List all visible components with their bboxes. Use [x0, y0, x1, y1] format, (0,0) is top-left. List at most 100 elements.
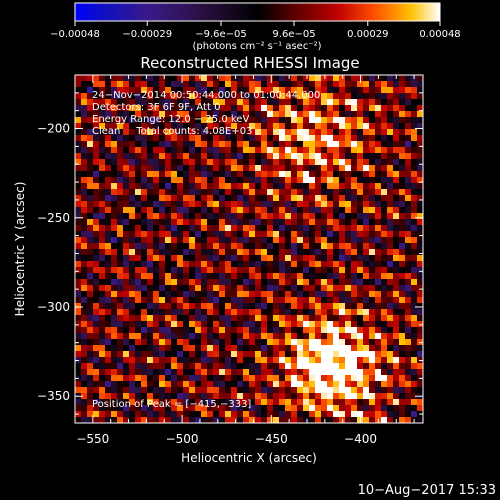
heatmap-cell	[303, 165, 310, 172]
heatmap-cell	[315, 183, 322, 190]
heatmap-cell	[375, 333, 382, 340]
heatmap-cell	[249, 249, 256, 256]
heatmap-cell	[297, 177, 304, 184]
heatmap-cell	[285, 357, 292, 364]
heatmap-cell	[399, 237, 406, 244]
heatmap-cell	[195, 219, 202, 226]
heatmap-cell	[159, 399, 166, 406]
heatmap-cell	[87, 393, 94, 400]
heatmap-cell	[75, 327, 82, 334]
heatmap-cell	[339, 165, 346, 172]
heatmap-cell	[261, 291, 268, 298]
heatmap-cell	[75, 291, 82, 298]
heatmap-cell	[183, 297, 190, 304]
heatmap-cell	[123, 381, 130, 388]
heatmap-cell	[213, 339, 220, 346]
heatmap-cell	[267, 129, 274, 136]
heatmap-cell	[387, 411, 394, 418]
heatmap-cell	[195, 111, 202, 118]
heatmap-cell	[123, 201, 130, 208]
heatmap-cell	[189, 399, 196, 406]
heatmap-cell	[345, 279, 352, 286]
heatmap-cell	[135, 309, 142, 316]
heatmap-cell	[369, 399, 376, 406]
heatmap-cell	[411, 381, 418, 388]
heatmap-cell	[237, 345, 244, 352]
heatmap-cell	[189, 87, 196, 94]
heatmap-cell	[237, 255, 244, 262]
heatmap-cell	[177, 369, 184, 376]
heatmap-cell	[399, 303, 406, 310]
heatmap-cell	[411, 243, 418, 250]
heatmap-cell	[111, 219, 118, 226]
heatmap-cell	[225, 93, 232, 100]
heatmap-cell	[387, 87, 394, 94]
heatmap-cell	[75, 75, 82, 82]
heatmap-cell	[357, 291, 364, 298]
heatmap-cell	[111, 255, 118, 262]
heatmap-cell	[165, 201, 172, 208]
heatmap-cell	[243, 237, 250, 244]
heatmap-cell	[273, 369, 280, 376]
heatmap-cell	[207, 387, 214, 394]
heatmap-cell	[261, 81, 268, 88]
heatmap-cell	[135, 321, 142, 328]
heatmap-cell	[297, 213, 304, 220]
heatmap-cell	[321, 267, 328, 274]
heatmap-cell	[123, 105, 130, 112]
heatmap-cell	[165, 243, 172, 250]
heatmap-cell	[87, 117, 94, 124]
heatmap-cell	[393, 405, 400, 412]
heatmap-cell	[105, 183, 112, 190]
heatmap-cell	[159, 405, 166, 412]
heatmap-cell	[93, 243, 100, 250]
heatmap-cell	[279, 315, 286, 322]
heatmap-cell	[105, 315, 112, 322]
heatmap-cell	[75, 135, 82, 142]
heatmap-cell	[405, 285, 412, 292]
heatmap-cell	[357, 381, 364, 388]
heatmap-cell	[189, 363, 196, 370]
heatmap-cell	[405, 363, 412, 370]
heatmap-cell	[291, 129, 298, 136]
heatmap-cell	[111, 417, 118, 423]
heatmap-cell	[117, 261, 124, 268]
heatmap-cell	[273, 123, 280, 130]
heatmap-cell	[279, 99, 286, 106]
heatmap-cell	[255, 303, 262, 310]
heatmap-cell	[333, 387, 340, 394]
heatmap-cell	[273, 375, 280, 382]
heatmap-cell	[201, 213, 208, 220]
heatmap-cell	[285, 309, 292, 316]
heatmap-cell	[207, 321, 214, 328]
heatmap-cell	[165, 105, 172, 112]
heatmap-cell	[405, 75, 412, 82]
heatmap-cell	[357, 135, 364, 142]
heatmap-cell	[399, 375, 406, 382]
heatmap-cell	[123, 411, 130, 418]
heatmap-cell	[93, 213, 100, 220]
heatmap-cell	[267, 153, 274, 160]
heatmap-cell	[261, 369, 268, 376]
heatmap-cell	[189, 171, 196, 178]
heatmap-cell	[291, 249, 298, 256]
heatmap-cell	[279, 201, 286, 208]
heatmap-cell	[99, 189, 106, 196]
heatmap-cell	[171, 129, 178, 136]
heatmap-cell	[333, 369, 340, 376]
heatmap-cell	[357, 201, 364, 208]
heatmap-cell	[105, 81, 112, 88]
heatmap-cell	[297, 405, 304, 412]
heatmap-cell	[279, 183, 286, 190]
heatmap-cell	[87, 99, 94, 106]
heatmap-cell	[303, 177, 310, 184]
heatmap-cell	[333, 129, 340, 136]
heatmap-cell	[165, 351, 172, 358]
heatmap-cell	[99, 147, 106, 154]
heatmap-cell	[393, 207, 400, 214]
heatmap-cell	[411, 117, 418, 124]
heatmap-cell	[159, 231, 166, 238]
heatmap-cell	[135, 297, 142, 304]
heatmap-cell	[405, 177, 412, 184]
heatmap-cell	[261, 177, 268, 184]
